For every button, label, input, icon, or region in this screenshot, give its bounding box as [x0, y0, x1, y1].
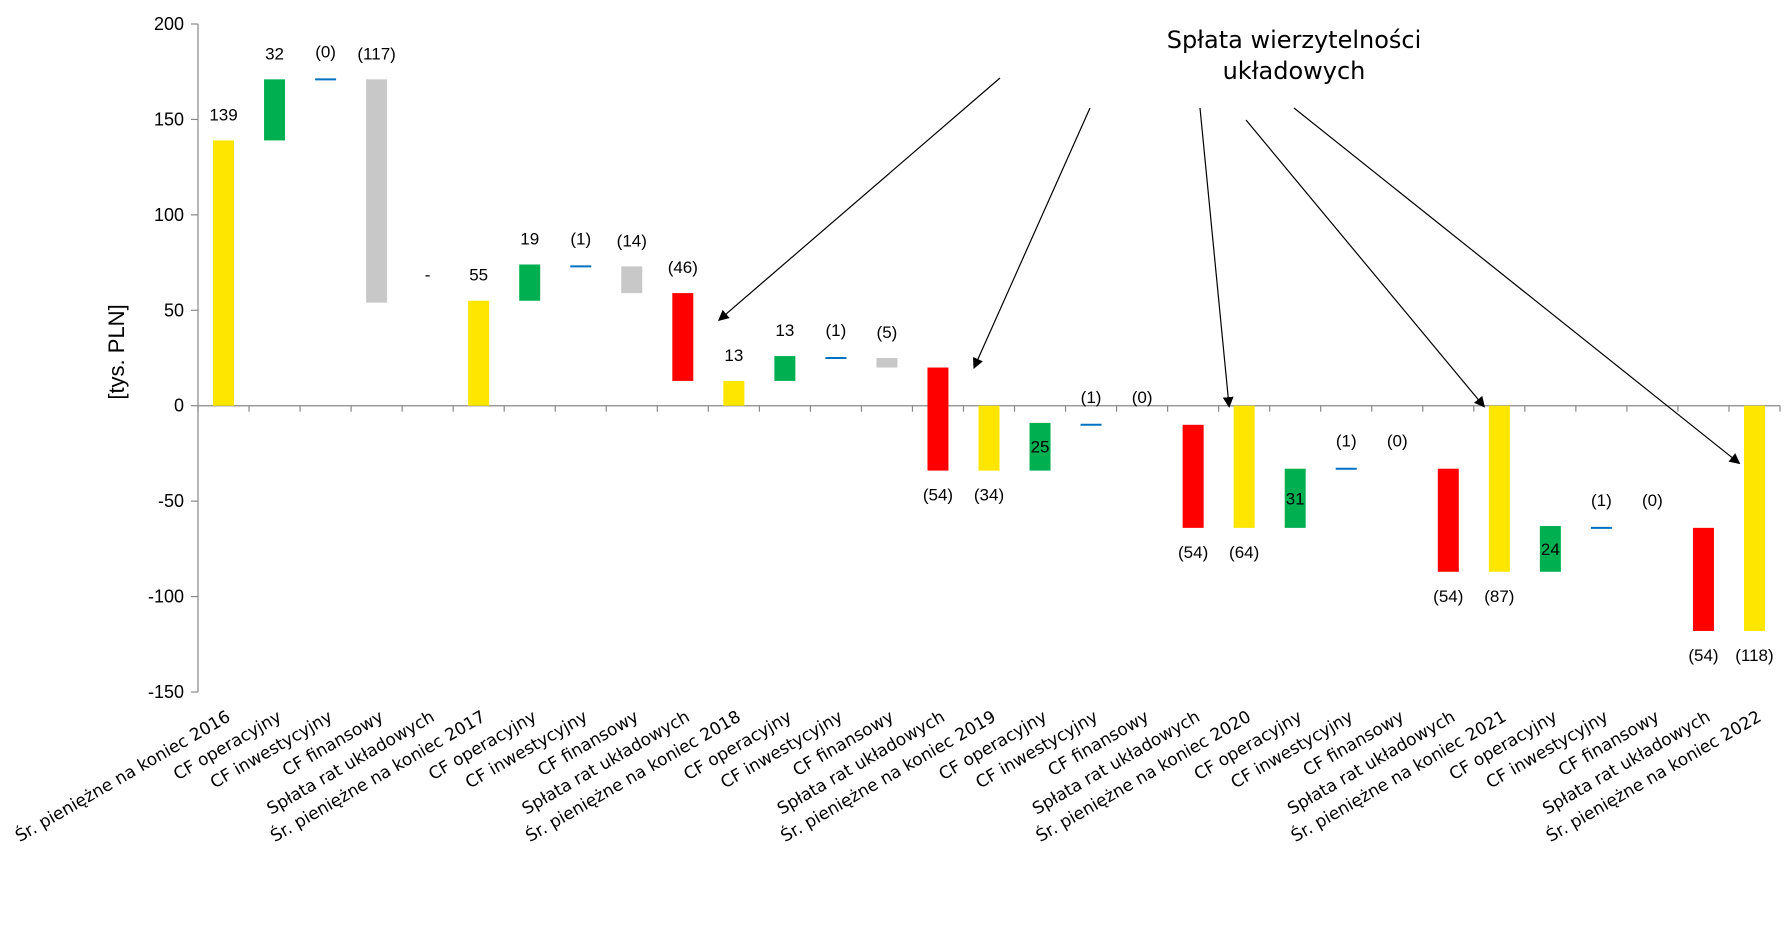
data-label: (0) [315, 42, 336, 61]
data-label: (54) [1433, 587, 1463, 606]
y-tick-label: 100 [154, 205, 184, 225]
category-label: Śr. pieniężne na koniec 2016 [11, 705, 234, 846]
data-label: (87) [1484, 587, 1514, 606]
bar [672, 293, 694, 381]
bar [723, 380, 745, 406]
data-label: 25 [1031, 438, 1050, 457]
data-label: (0) [1132, 388, 1153, 407]
bar [927, 367, 949, 471]
bar [264, 79, 286, 141]
bar [468, 300, 490, 406]
data-label: (34) [974, 486, 1004, 505]
bar [1692, 527, 1714, 631]
data-label: (118) [1735, 646, 1773, 665]
y-axis-title: [tys. PLN] [104, 304, 129, 399]
data-label: 24 [1541, 540, 1560, 559]
data-label: 55 [469, 266, 488, 285]
data-label: (117) [357, 44, 395, 63]
y-tick-label: -100 [148, 587, 184, 607]
y-tick-label: 50 [164, 300, 184, 320]
data-label: (1) [1081, 388, 1102, 407]
bar [1488, 405, 1510, 572]
y-tick-label: -150 [148, 682, 184, 702]
bar [621, 266, 643, 294]
data-label: - [425, 266, 431, 285]
bar [213, 140, 235, 406]
bar [1182, 424, 1204, 528]
bar [519, 264, 541, 301]
data-label: (46) [668, 258, 698, 277]
data-label: (54) [923, 486, 953, 505]
bar [1743, 405, 1765, 631]
data-label: (54) [1688, 646, 1718, 665]
annotation-line-2: układowych [1223, 57, 1366, 85]
y-tick-label: 200 [154, 14, 184, 34]
data-label: (5) [877, 323, 898, 342]
y-axis: 200 150 100 50 0 -50 -100 -150 [148, 14, 199, 702]
data-label: (1) [1336, 432, 1357, 451]
annotation-arrow [1199, 107, 1234, 408]
data-labels: 139 32 (0) (117) - 55 19 (1) (14) (46) 13 13 (1) (5) (… [209, 42, 1773, 665]
data-label: 32 [265, 44, 284, 63]
y-tick-label: -50 [158, 491, 184, 511]
annotation-arrow [972, 107, 1091, 369]
data-label: (54) [1178, 543, 1208, 562]
data-label: (0) [1642, 491, 1663, 510]
data-label: 13 [775, 321, 794, 340]
bar [774, 356, 796, 381]
data-label: 13 [724, 346, 743, 365]
annotation-arrow [717, 77, 1001, 321]
data-label: (1) [1591, 491, 1612, 510]
data-label: 19 [520, 229, 539, 248]
bar [366, 79, 388, 303]
bar [1029, 422, 1051, 471]
y-tick-label: 150 [154, 109, 184, 129]
bar [978, 405, 1000, 471]
annotation-arrow [1293, 107, 1741, 465]
bar [1539, 525, 1561, 572]
data-label: (14) [617, 231, 647, 250]
data-label: 31 [1286, 489, 1305, 508]
annotation: Spłata wierzytelności układowych [717, 26, 1741, 465]
y-tick-label: 0 [174, 396, 184, 416]
data-label: (1) [570, 229, 591, 248]
annotation-arrow [1245, 119, 1485, 408]
annotation-line-1: Spłata wierzytelności [1167, 26, 1422, 54]
bar [1437, 468, 1459, 572]
data-label: (64) [1229, 543, 1259, 562]
data-label: (0) [1387, 432, 1408, 451]
bar [876, 358, 898, 368]
data-label: (1) [826, 321, 847, 340]
bar [1284, 468, 1306, 528]
bars [213, 78, 1765, 631]
data-label: 139 [209, 105, 237, 124]
bar [1233, 405, 1255, 528]
